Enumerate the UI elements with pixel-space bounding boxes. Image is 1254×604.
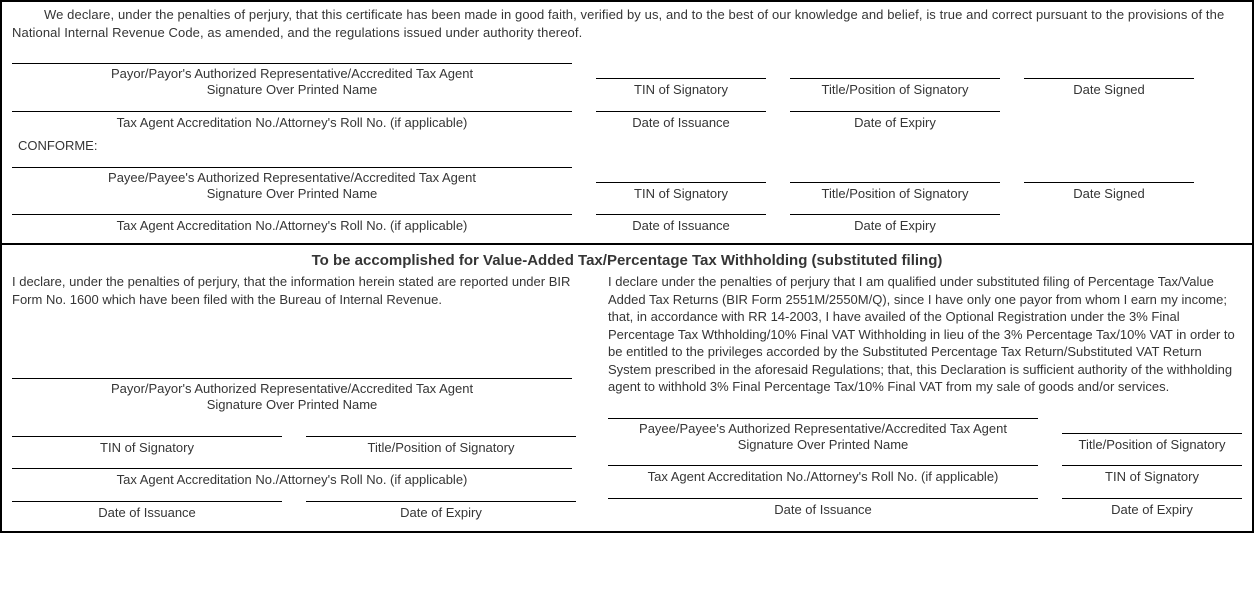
payor-accreditation-caption: Tax Agent Accreditation No./Attorney's R… (12, 114, 572, 132)
payee-accreditation-caption: Tax Agent Accreditation No./Attorney's R… (12, 217, 572, 235)
payor-issuance-caption: Date of Issuance (596, 114, 766, 132)
payee-row-1: Payee/Payee's Authorized Representative/… (12, 167, 1242, 203)
payor-date-signed-field[interactable]: Date Signed (1024, 78, 1194, 99)
left-payor-signature-field[interactable]: Payor/Payor's Authorized Representative/… (12, 378, 572, 414)
right-payee-signature-caption: Payee/Payee's Authorized Representative/… (608, 421, 1038, 454)
left-issuance-field[interactable]: Date of Issuance (12, 501, 282, 522)
payee-expiry-field[interactable]: Date of Expiry (790, 214, 1000, 235)
payor-row-1: Payor/Payor's Authorized Representative/… (12, 63, 1242, 99)
left-expiry-field[interactable]: Date of Expiry (306, 501, 576, 522)
right-row-2: Tax Agent Accreditation No./Attorney's R… (608, 465, 1242, 486)
payee-expiry-caption: Date of Expiry (790, 217, 1000, 235)
right-declaration: I declare under the penalties of perjury… (608, 273, 1242, 396)
right-tin-field[interactable]: TIN of Signatory (1062, 465, 1242, 486)
right-row-1: Payee/Payee's Authorized Representative/… (608, 418, 1242, 454)
left-tin-caption: TIN of Signatory (12, 439, 282, 457)
substituted-filing-section: To be accomplished for Value-Added Tax/P… (2, 245, 1252, 531)
declaration-body: We declare, under the penalties of perju… (12, 7, 1224, 40)
payee-tin-caption: TIN of Signatory (596, 185, 766, 203)
declaration-text: We declare, under the penalties of perju… (12, 6, 1242, 41)
payor-title-caption: Title/Position of Signatory (790, 81, 1000, 99)
left-row-4: Date of Issuance Date of Expiry (12, 501, 584, 522)
right-payee-signature-field[interactable]: Payee/Payee's Authorized Representative/… (608, 418, 1038, 454)
section2-right-column: I declare under the penalties of perjury… (608, 273, 1242, 521)
left-row-3: Tax Agent Accreditation No./Attorney's R… (12, 468, 584, 489)
payee-issuance-caption: Date of Issuance (596, 217, 766, 235)
right-title-field[interactable]: Title/Position of Signatory (1062, 433, 1242, 454)
payee-row-2: Tax Agent Accreditation No./Attorney's R… (12, 214, 1242, 235)
payor-signature-field[interactable]: Payor/Payor's Authorized Representative/… (12, 63, 572, 99)
left-title-field[interactable]: Title/Position of Signatory (306, 436, 576, 457)
right-declaration-body: I declare under the penalties of perjury… (608, 274, 1235, 394)
payee-accreditation-field[interactable]: Tax Agent Accreditation No./Attorney's R… (12, 214, 572, 235)
right-title-caption: Title/Position of Signatory (1062, 436, 1242, 454)
right-tin-caption: TIN of Signatory (1062, 468, 1242, 486)
right-issuance-field[interactable]: Date of Issuance (608, 498, 1038, 519)
payor-accreditation-field[interactable]: Tax Agent Accreditation No./Attorney's R… (12, 111, 572, 132)
right-accreditation-caption: Tax Agent Accreditation No./Attorney's R… (608, 468, 1038, 486)
perjury-declaration-section: We declare, under the penalties of perju… (2, 2, 1252, 245)
left-issuance-caption: Date of Issuance (12, 504, 282, 522)
payor-issuance-field[interactable]: Date of Issuance (596, 111, 766, 132)
left-title-caption: Title/Position of Signatory (306, 439, 576, 457)
left-sig-row: Payor/Payor's Authorized Representative/… (12, 378, 584, 414)
conforme-label: CONFORME: (12, 137, 1242, 155)
payee-title-field[interactable]: Title/Position of Signatory (790, 182, 1000, 203)
left-accreditation-caption: Tax Agent Accreditation No./Attorney's R… (12, 471, 572, 489)
payor-expiry-caption: Date of Expiry (790, 114, 1000, 132)
payee-issuance-field[interactable]: Date of Issuance (596, 214, 766, 235)
right-expiry-field[interactable]: Date of Expiry (1062, 498, 1242, 519)
payee-date-signed-field[interactable]: Date Signed (1024, 182, 1194, 203)
payor-tin-field[interactable]: TIN of Signatory (596, 78, 766, 99)
payee-tin-field[interactable]: TIN of Signatory (596, 182, 766, 203)
section2-left-column: I declare, under the penalties of perjur… (12, 273, 584, 521)
payor-row-2: Tax Agent Accreditation No./Attorney's R… (12, 111, 1242, 132)
payee-date-signed-caption: Date Signed (1024, 185, 1194, 203)
section2-title: To be accomplished for Value-Added Tax/P… (12, 251, 1242, 271)
left-tin-field[interactable]: TIN of Signatory (12, 436, 282, 457)
payee-signature-caption: Payee/Payee's Authorized Representative/… (12, 170, 572, 203)
payor-tin-caption: TIN of Signatory (596, 81, 766, 99)
payor-expiry-field[interactable]: Date of Expiry (790, 111, 1000, 132)
left-expiry-caption: Date of Expiry (306, 504, 576, 522)
left-row-2: TIN of Signatory Title/Position of Signa… (12, 436, 584, 457)
left-accreditation-field[interactable]: Tax Agent Accreditation No./Attorney's R… (12, 468, 572, 489)
left-payor-signature-caption: Payor/Payor's Authorized Representative/… (12, 381, 572, 414)
form-container: We declare, under the penalties of perju… (0, 0, 1254, 533)
payee-title-caption: Title/Position of Signatory (790, 185, 1000, 203)
payee-signature-field[interactable]: Payee/Payee's Authorized Representative/… (12, 167, 572, 203)
left-declaration-body: I declare, under the penalties of perjur… (12, 274, 570, 307)
left-declaration: I declare, under the penalties of perjur… (12, 273, 584, 308)
payor-date-signed-caption: Date Signed (1024, 81, 1194, 99)
payor-title-field[interactable]: Title/Position of Signatory (790, 78, 1000, 99)
right-issuance-caption: Date of Issuance (608, 501, 1038, 519)
right-accreditation-field[interactable]: Tax Agent Accreditation No./Attorney's R… (608, 465, 1038, 486)
right-expiry-caption: Date of Expiry (1062, 501, 1242, 519)
payor-signature-caption: Payor/Payor's Authorized Representative/… (12, 66, 572, 99)
right-row-3: Date of Issuance Date of Expiry (608, 498, 1242, 519)
